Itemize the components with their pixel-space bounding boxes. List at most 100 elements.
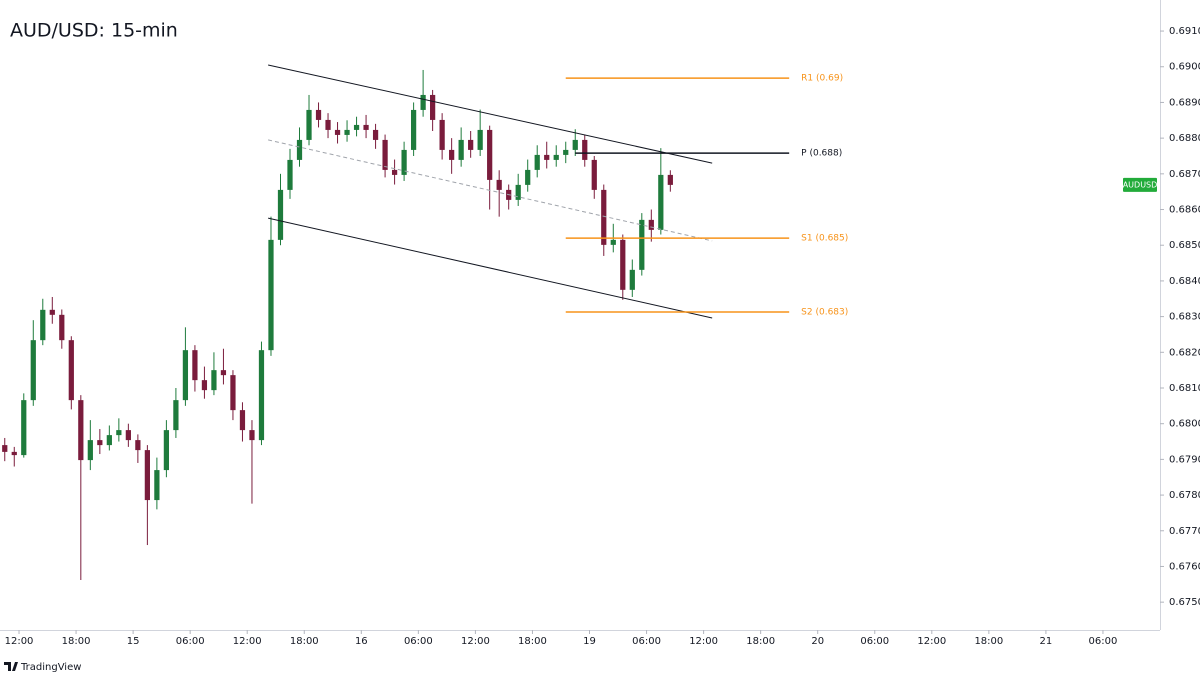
candle-body (591, 159, 597, 190)
x-tick-label: 15 (127, 636, 140, 647)
candle-body (154, 470, 160, 501)
candle-body (144, 450, 150, 501)
x-tick-label: 06:00 (1089, 636, 1118, 647)
candle-body (667, 174, 673, 185)
candle-body (306, 109, 312, 140)
x-tick-label: 18:00 (746, 636, 775, 647)
x-tick-label: 12:00 (5, 636, 34, 647)
candle-body (391, 169, 398, 175)
footer-brand: TradingView (20, 662, 81, 673)
x-tick-label: 21 (1040, 636, 1053, 647)
logo-icon (4, 662, 18, 671)
trend-line (268, 64, 713, 164)
candle-body (410, 109, 417, 150)
candle-body (116, 430, 122, 436)
candle-body (40, 309, 46, 341)
candle-body (544, 154, 550, 160)
y-tick-label: 0.68600 (1169, 205, 1200, 216)
candle-body (553, 154, 559, 160)
pivot-label: S2 (0.683) (801, 307, 848, 317)
candle-body (182, 350, 189, 401)
candle-body (315, 109, 322, 120)
pivot-label: R1 (0.69) (801, 74, 843, 84)
candle-body (515, 184, 521, 200)
candle-body (468, 139, 474, 150)
candle-body (372, 129, 379, 140)
y-tick-label: 0.69000 (1169, 62, 1200, 73)
candle-body (582, 139, 588, 160)
candle-body (296, 139, 303, 160)
candle-body (449, 149, 455, 160)
candle-body (287, 159, 293, 190)
x-tick-label: 12:00 (233, 636, 262, 647)
candle-body (439, 119, 445, 150)
candle-body (639, 219, 645, 270)
candle-body (487, 129, 493, 180)
candle-body (363, 124, 369, 130)
candle-body (658, 174, 664, 230)
candle-body (563, 149, 569, 155)
symbol-tag-bg (1123, 177, 1157, 192)
candle-body (87, 440, 93, 461)
candle-body (477, 129, 483, 150)
candle-body (192, 350, 198, 381)
candle-body (249, 430, 255, 441)
candle-body (534, 154, 540, 170)
candle-body (458, 139, 464, 160)
y-tick-label: 0.68900 (1169, 97, 1200, 108)
candle-body (620, 239, 626, 290)
x-tick-label: 20 (811, 636, 824, 647)
y-tick-label: 0.68400 (1169, 276, 1200, 287)
candle-body (220, 370, 227, 376)
tradingview-logo: TradingView (4, 662, 81, 673)
candle-body (572, 139, 578, 150)
candle-body (201, 380, 208, 391)
candle-body (106, 435, 112, 446)
x-tick-label: 06:00 (176, 636, 205, 647)
candle-body (382, 139, 388, 170)
candle-body (2, 445, 8, 452)
x-tick-label: 06:00 (860, 636, 889, 647)
candle-body (230, 375, 236, 411)
candle-body (430, 94, 436, 120)
candle-body (629, 269, 635, 290)
y-tick-label: 0.68800 (1169, 133, 1200, 144)
candle-body (125, 430, 131, 441)
x-tick-label: 19 (583, 636, 596, 647)
candle-body (211, 370, 217, 391)
candle-body (68, 340, 74, 401)
candle-body (59, 314, 65, 341)
x-tick-label: 06:00 (404, 636, 433, 647)
candle-body (21, 400, 27, 456)
y-tick-label: 0.68300 (1169, 312, 1200, 323)
candle-body (525, 169, 531, 185)
candle-body (268, 239, 274, 351)
x-tick-label: 06:00 (632, 636, 661, 647)
pivot-label: P (0.688) (801, 149, 842, 159)
candle-body (648, 219, 654, 230)
y-tick-label: 0.67600 (1169, 561, 1200, 572)
x-tick-label: 12:00 (689, 636, 718, 647)
y-tick-label: 0.68100 (1169, 383, 1200, 394)
candle-body (163, 430, 170, 471)
x-tick-label: 18:00 (518, 636, 547, 647)
x-tick-label: 18:00 (974, 636, 1003, 647)
candle-body (344, 129, 350, 135)
symbol-tag: AUDUSD (1123, 180, 1158, 189)
candle-body (334, 129, 341, 135)
candle-body (277, 189, 284, 240)
y-tick-label: 0.67500 (1169, 597, 1200, 608)
y-tick-label: 0.67900 (1169, 454, 1200, 465)
y-tick-label: 0.68200 (1169, 347, 1200, 358)
candle-body (239, 410, 246, 431)
candle-body (353, 124, 360, 130)
candle-body (135, 440, 141, 451)
candle-body (97, 440, 103, 446)
y-tick-label: 0.67800 (1169, 490, 1200, 501)
trend-line (268, 217, 713, 319)
candle-body (173, 400, 179, 431)
candle-body (49, 309, 55, 315)
